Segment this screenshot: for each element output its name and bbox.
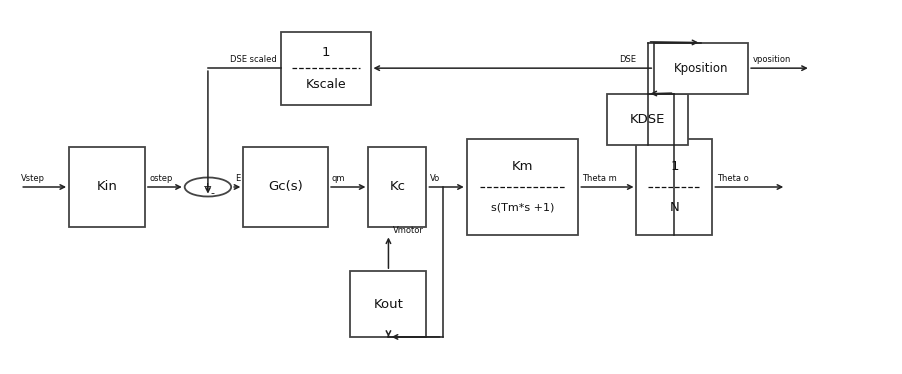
Text: Gc(s): Gc(s) [268,181,303,193]
Text: Km: Km [511,160,533,172]
Text: Theta m: Theta m [582,174,617,183]
Text: Vstep: Vstep [21,174,45,183]
Bar [244,147,328,227]
Text: DSE: DSE [620,55,637,64]
Bar [654,43,748,94]
Text: Kc: Kc [390,181,405,193]
Text: Kout: Kout [373,297,403,310]
Text: E: E [235,174,240,183]
Text: qm: qm [332,174,345,183]
Text: KDSE: KDSE [630,113,666,126]
Text: +: + [203,182,213,192]
Text: N: N [669,202,679,214]
Text: DSE scaled: DSE scaled [230,55,277,64]
Bar [69,147,145,227]
Text: Kposition: Kposition [674,62,729,75]
Text: Kscale: Kscale [306,78,346,91]
Text: Theta o: Theta o [717,174,749,183]
Text: -: - [210,188,215,198]
Text: Kin: Kin [97,181,117,193]
Bar [368,147,427,227]
Text: Vmotor: Vmotor [393,226,424,234]
Text: Vo: Vo [430,174,440,183]
Bar [607,94,688,145]
Bar [637,140,713,234]
Bar [281,31,371,105]
Text: vposition: vposition [752,55,791,64]
Bar [466,140,578,234]
Bar [351,271,427,337]
Text: s(Tm*s +1): s(Tm*s +1) [491,203,554,213]
Text: 1: 1 [322,46,330,59]
Text: ostep: ostep [150,174,173,183]
Text: 1: 1 [670,160,678,172]
